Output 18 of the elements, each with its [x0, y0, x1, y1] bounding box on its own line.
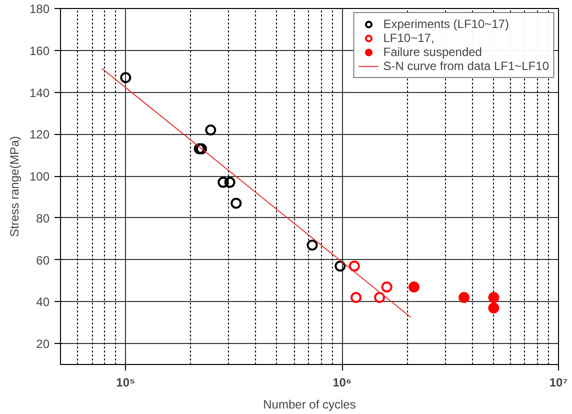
y-tick-label: 140 — [29, 86, 50, 100]
legend-label: LF10~17, — [383, 31, 434, 45]
x-tick-label: 10⁵ — [116, 376, 136, 390]
legend-label: S-N curve from data LF1~LF10 — [383, 59, 549, 73]
y-tick-label: 100 — [29, 170, 50, 184]
y-tick-label: 80 — [36, 211, 50, 226]
y-tick-label: 60 — [36, 253, 50, 268]
x-axis-title: Number of cycles — [263, 398, 356, 412]
legend-label: Experiments (LF10~17) — [383, 17, 509, 31]
y-tick-label: 180 — [29, 2, 50, 16]
y-tick-label: 20 — [36, 337, 50, 352]
x-tick-label: 10⁷ — [549, 376, 568, 390]
y-axis-title: Stress range(MPa) — [7, 136, 22, 237]
x-tick-label: 10⁶ — [332, 376, 352, 390]
y-tick-label: 160 — [29, 44, 50, 58]
y-tick-label: 40 — [36, 295, 50, 310]
y-tick-label: 120 — [29, 128, 50, 142]
legend-label: Failure suspended — [383, 45, 482, 59]
